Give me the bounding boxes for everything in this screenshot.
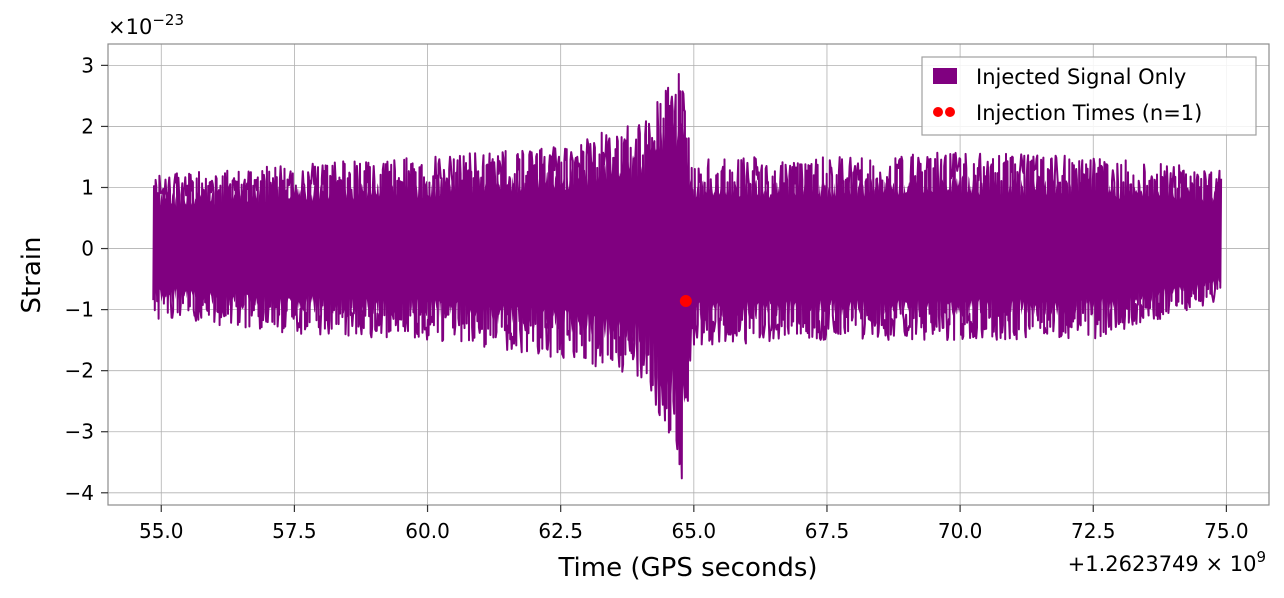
x-tick-label: 57.5 [272, 519, 317, 543]
legend-label-signal: Injected Signal Only [976, 65, 1186, 89]
legend: Injected Signal Only Injection Times (n=… [921, 56, 1257, 136]
y-tick-label: 0 [81, 237, 94, 261]
x-tick-label: 67.5 [805, 519, 850, 543]
x-axis-ticks: 55.0 57.5 60.0 62.5 65.0 67.5 70.0 72.5 75.0 [139, 505, 1249, 543]
axes-frame [107, 43, 1270, 506]
y-tick-label: 1 [81, 175, 94, 199]
legend-marker-injection-1 [933, 107, 943, 117]
series-layer [152, 73, 1223, 480]
legend-label-injection: Injection Times (n=1) [976, 101, 1202, 125]
x-tick-label: 75.0 [1204, 519, 1249, 543]
y-tick-label: −1 [65, 298, 94, 322]
injection-point [679, 295, 692, 308]
y-tick-label: 2 [81, 114, 94, 138]
x-offset-text: +1.2623749 × 109 [1068, 548, 1266, 576]
x-tick-label: 55.0 [139, 519, 184, 543]
y-multiplier: ×10−23 [108, 11, 184, 39]
legend-swatch-signal [933, 68, 957, 84]
x-axis-label: Time (GPS seconds) [557, 553, 817, 583]
scatter-layer [679, 295, 692, 308]
legend-box [921, 56, 1257, 136]
y-tick-label: 3 [81, 53, 94, 77]
signal-trace [152, 73, 1223, 480]
x-tick-label: 62.5 [538, 519, 583, 543]
y-tick-label: −3 [65, 420, 94, 444]
x-tick-label: 70.0 [938, 519, 983, 543]
legend-marker-injection-2 [945, 107, 955, 117]
y-axis-label: Strain [17, 236, 47, 313]
x-tick-label: 65.0 [672, 519, 717, 543]
y-tick-label: −4 [65, 481, 94, 505]
y-axis-ticks: 3 2 1 0 −1 −2 −3 −4 [65, 53, 108, 505]
x-tick-label: 60.0 [405, 519, 450, 543]
x-tick-label: 72.5 [1071, 519, 1116, 543]
y-tick-label: −2 [65, 359, 94, 383]
